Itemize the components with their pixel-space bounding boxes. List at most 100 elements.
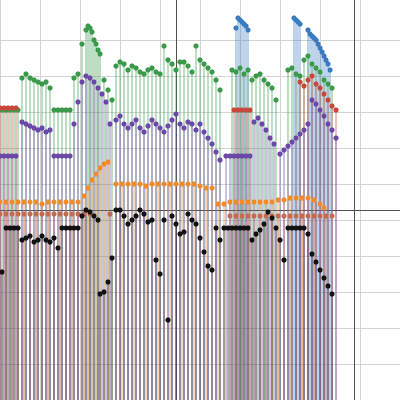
data-point — [21, 211, 27, 217]
data-point — [327, 67, 333, 73]
data-point — [63, 225, 69, 231]
data-point — [229, 67, 235, 73]
data-point — [321, 77, 327, 83]
data-point — [91, 37, 97, 43]
data-point — [75, 199, 81, 205]
data-point — [15, 211, 21, 217]
data-point — [325, 81, 331, 87]
data-point — [27, 233, 33, 239]
data-point — [59, 225, 65, 231]
data-point — [125, 221, 131, 227]
data-point — [137, 207, 143, 213]
data-point — [269, 199, 275, 205]
data-point — [189, 121, 195, 127]
data-point — [121, 61, 127, 67]
data-point — [167, 181, 173, 187]
data-point — [239, 199, 245, 205]
data-point — [143, 183, 149, 189]
data-point — [241, 225, 247, 231]
data-point — [129, 63, 135, 69]
data-point — [3, 199, 9, 205]
data-point — [9, 199, 15, 205]
data-point — [193, 43, 199, 49]
data-point — [249, 237, 255, 243]
data-point — [3, 225, 9, 231]
data-point — [305, 195, 311, 201]
data-point — [173, 111, 179, 117]
data-point — [297, 225, 303, 231]
data-point — [113, 63, 119, 69]
data-point — [67, 225, 73, 231]
data-point — [197, 235, 203, 241]
data-point — [15, 225, 21, 231]
data-point — [225, 225, 231, 231]
data-point — [239, 153, 245, 159]
data-point — [67, 107, 73, 113]
data-point — [105, 87, 111, 93]
data-point — [1, 105, 7, 111]
data-point — [213, 77, 219, 83]
data-point — [69, 211, 75, 217]
data-point — [0, 211, 3, 217]
data-point — [189, 217, 195, 223]
data-point — [19, 237, 25, 243]
data-point — [137, 125, 143, 131]
data-point — [321, 53, 327, 59]
data-point — [305, 121, 311, 127]
data-point — [293, 195, 299, 201]
data-point — [47, 127, 53, 133]
data-point — [79, 79, 85, 85]
data-point — [33, 211, 39, 217]
data-point — [157, 71, 163, 77]
data-point — [0, 269, 5, 275]
data-point — [121, 121, 127, 127]
data-point — [81, 193, 87, 199]
data-point — [181, 125, 187, 131]
data-point — [87, 209, 93, 215]
data-point — [153, 69, 159, 75]
data-point — [285, 67, 291, 73]
data-point — [309, 61, 315, 67]
data-point — [227, 199, 233, 205]
data-point — [13, 153, 19, 159]
data-point — [47, 239, 53, 245]
data-point — [271, 141, 277, 147]
data-point — [251, 213, 257, 219]
data-point — [71, 225, 77, 231]
data-point — [141, 129, 147, 135]
data-point — [297, 131, 303, 137]
data-point — [133, 117, 139, 123]
data-point — [197, 183, 203, 189]
data-point — [95, 217, 101, 223]
data-point — [277, 237, 283, 243]
data-point — [205, 135, 211, 141]
data-point — [145, 219, 151, 225]
data-point — [289, 225, 295, 231]
data-point — [227, 153, 233, 159]
data-point — [149, 65, 155, 71]
data-point — [145, 67, 151, 73]
stems — [0, 18, 337, 400]
data-point — [51, 211, 57, 217]
data-point — [101, 77, 107, 83]
data-point — [245, 27, 251, 33]
data-point — [275, 213, 281, 219]
data-point — [205, 65, 211, 71]
data-point — [95, 85, 101, 91]
data-point — [193, 221, 199, 227]
data-point — [113, 181, 119, 187]
data-point — [251, 199, 257, 205]
data-point — [247, 107, 253, 113]
data-point — [89, 177, 95, 183]
data-point — [145, 123, 151, 129]
data-point — [105, 279, 111, 285]
data-point — [209, 267, 215, 273]
data-point — [281, 197, 287, 203]
data-point — [333, 107, 339, 113]
data-point — [277, 151, 283, 157]
data-point — [305, 231, 311, 237]
data-point — [235, 107, 241, 113]
data-point — [301, 83, 307, 89]
data-point — [177, 231, 183, 237]
data-point — [293, 71, 299, 77]
